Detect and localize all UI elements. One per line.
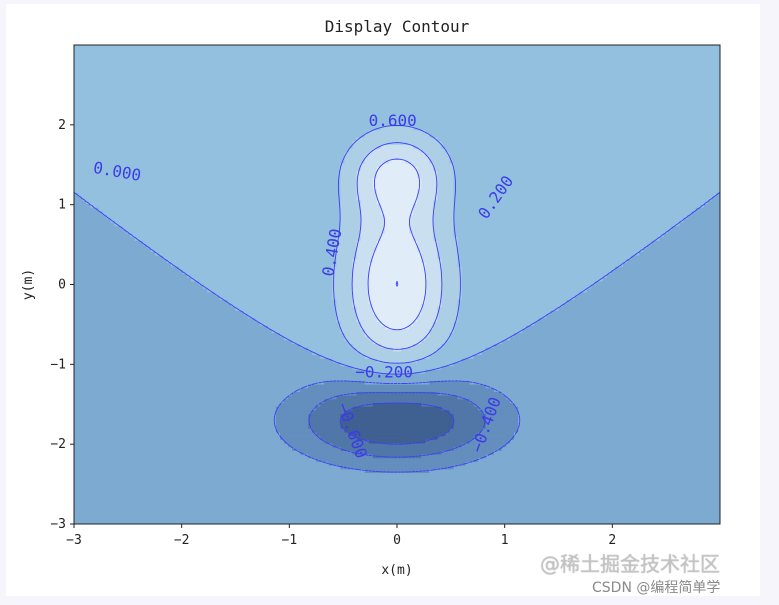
x-tick-label: −3: [66, 533, 82, 548]
y-tick-label: −1: [50, 357, 66, 372]
csdn-watermark: CSDN @编程简单学: [592, 577, 720, 597]
y-axis-label: y(m): [21, 269, 36, 300]
x-tick-label: −2: [174, 533, 190, 548]
x-tick-label: −1: [282, 533, 298, 548]
chart-title: Display Contour: [325, 17, 470, 36]
contour-label: 0.600: [369, 111, 417, 130]
x-tick-label: 2: [608, 533, 616, 548]
y-tick-label: 0: [58, 278, 66, 293]
x-axis-label: x(m): [381, 563, 412, 578]
y-tick-label: −2: [50, 437, 66, 452]
x-tick-label: 0: [393, 533, 401, 548]
juejin-watermark: @稀土掘金技术社区: [540, 548, 720, 577]
y-tick-label: 2: [58, 118, 66, 133]
contour-chart: Display Contour 0.6000.0000.2000.400−0.2…: [21, 17, 721, 578]
y-tick-label: −3: [50, 517, 66, 532]
chart-card: Display Contour 0.600 0.000 0.200 0.400 −0.2…: [6, 4, 760, 596]
contour-label: −0.200: [355, 362, 413, 381]
y-tick-label: 1: [58, 198, 66, 213]
x-tick-label: 1: [501, 533, 509, 548]
